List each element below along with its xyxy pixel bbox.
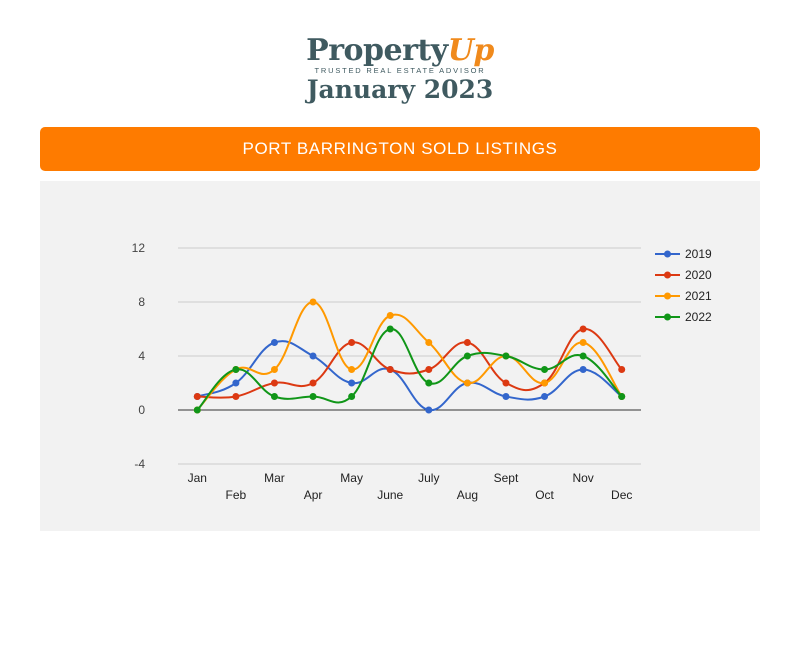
y-axis: -4 0 4 8 12 xyxy=(132,241,146,471)
legend: 2019 2020 2021 2022 xyxy=(655,247,712,324)
chart-title-banner: PORT BARRINGTON SOLD LISTINGS xyxy=(40,127,760,171)
data-point-2021 xyxy=(579,339,587,346)
x-tick-label: Apr xyxy=(304,488,323,502)
x-tick-label: Aug xyxy=(457,488,478,502)
data-point-2020 xyxy=(618,366,626,373)
data-point-2019 xyxy=(541,393,549,400)
x-tick-label: July xyxy=(418,471,439,485)
data-point-2019 xyxy=(232,379,240,387)
data-point-2022 xyxy=(541,366,549,373)
report-date: January 2023 xyxy=(306,75,494,104)
data-point-2021 xyxy=(425,339,433,346)
data-point-2019 xyxy=(270,339,278,346)
data-point-2021 xyxy=(309,298,317,306)
data-point-2021 xyxy=(463,379,471,387)
x-tick-label: Jan xyxy=(188,471,207,485)
y-tick-label: 0 xyxy=(138,403,145,417)
data-point-2020 xyxy=(386,366,394,373)
brand-accent: Up xyxy=(447,33,495,68)
legend-swatch-dot xyxy=(664,250,671,258)
data-point-2020 xyxy=(309,379,317,387)
legend-swatch-dot xyxy=(664,271,671,279)
data-point-2022 xyxy=(309,393,317,400)
line-chart: -4 0 4 8 12 Jan Feb Mar Apr May June July Aug Sept Oc… xyxy=(132,241,712,502)
data-point-2019 xyxy=(579,366,587,373)
y-tick-label: 4 xyxy=(138,349,145,363)
x-tick-label: Nov xyxy=(572,471,593,485)
data-point-2022 xyxy=(425,379,433,387)
y-tick-label: 12 xyxy=(132,241,146,255)
legend-label: 2020 xyxy=(685,268,712,282)
brand-logo: PropertyUp xyxy=(0,34,800,68)
data-point-2021 xyxy=(270,366,278,373)
data-point-2020 xyxy=(579,325,587,333)
data-point-2020 xyxy=(502,379,510,387)
data-point-2019 xyxy=(425,406,433,414)
brand-tagline: TRUSTED REAL ESTATE ADVISOR xyxy=(314,66,486,75)
x-tick-label: Oct xyxy=(535,488,554,502)
data-point-2021 xyxy=(348,366,356,373)
chart-panel: -4 0 4 8 12 Jan Feb Mar Apr May June July Aug Sept Oc… xyxy=(40,181,760,531)
data-point-2022 xyxy=(232,366,240,373)
x-tick-label: May xyxy=(340,471,363,485)
data-point-2019 xyxy=(348,379,356,387)
data-point-2021 xyxy=(541,379,549,387)
data-point-2022 xyxy=(579,352,587,360)
data-point-2020 xyxy=(425,366,433,373)
y-tick-label: 8 xyxy=(138,295,145,309)
legend-label: 2019 xyxy=(685,247,712,261)
legend-swatch-dot xyxy=(664,313,671,321)
grid xyxy=(178,247,641,465)
legend-swatch-dot xyxy=(664,292,671,300)
data-point-2019 xyxy=(502,393,510,400)
series xyxy=(193,298,626,414)
brand-main: Property xyxy=(306,33,448,68)
data-point-2020 xyxy=(348,339,356,346)
data-point-2022 xyxy=(386,325,394,333)
data-point-2022 xyxy=(270,393,278,400)
logo: PropertyUp TRUSTED REAL ESTATE ADVISOR J… xyxy=(0,34,800,105)
data-point-2020 xyxy=(193,393,201,400)
x-tick-label: Mar xyxy=(264,471,285,485)
data-point-2022 xyxy=(618,393,626,400)
legend-label: 2021 xyxy=(685,289,712,303)
x-tick-label: Dec xyxy=(611,488,632,502)
data-point-2022 xyxy=(502,352,510,360)
data-point-2022 xyxy=(463,352,471,360)
x-tick-label: Sept xyxy=(494,471,519,485)
data-point-2020 xyxy=(232,393,240,400)
y-tick-label: -4 xyxy=(134,457,145,471)
legend-label: 2022 xyxy=(685,310,712,324)
x-tick-label: June xyxy=(377,488,403,502)
data-point-2022 xyxy=(348,393,356,400)
x-tick-label: Feb xyxy=(226,488,247,502)
data-point-2019 xyxy=(309,352,317,360)
data-point-2021 xyxy=(386,312,394,319)
data-point-2022 xyxy=(193,406,201,414)
data-point-2020 xyxy=(463,339,471,346)
data-point-2020 xyxy=(270,379,278,387)
chart-title: PORT BARRINGTON SOLD LISTINGS xyxy=(242,139,558,158)
x-axis: Jan Feb Mar Apr May June July Aug Sept Oct Nov Dec xyxy=(188,471,633,502)
